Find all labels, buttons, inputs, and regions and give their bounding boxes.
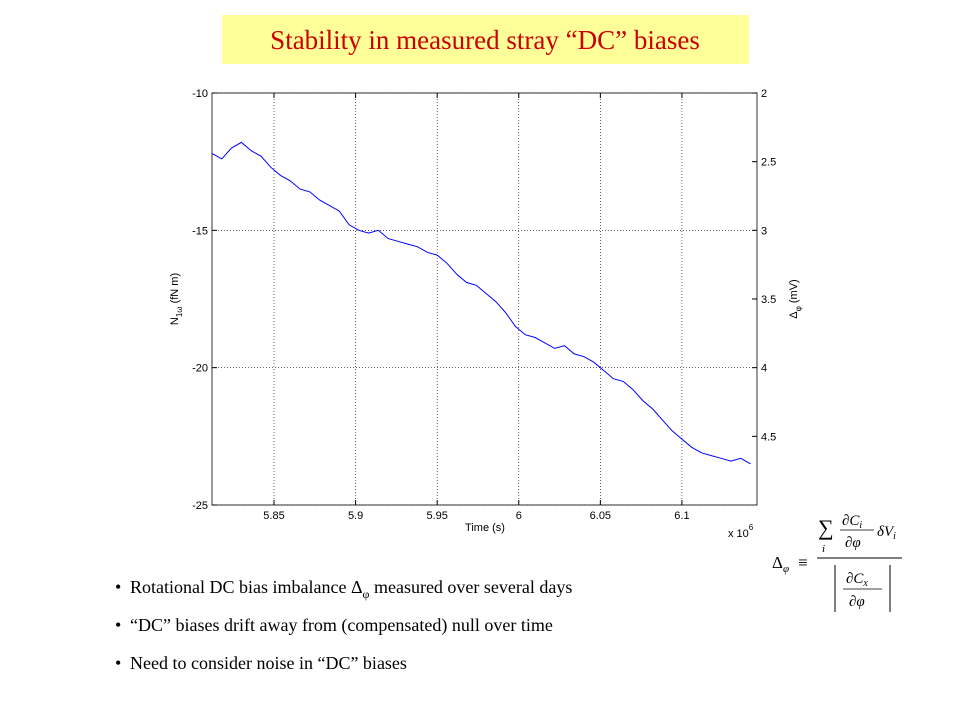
y-tick-label: -20 bbox=[192, 363, 208, 375]
y-label-main: N bbox=[169, 317, 181, 325]
x-tick-label: 5.9 bbox=[348, 510, 363, 522]
y2-tick-label: 4.5 bbox=[761, 431, 776, 443]
eq-part: Δ bbox=[772, 553, 783, 572]
eq-equiv: ≡ bbox=[798, 553, 808, 572]
y2-tick-label: 3 bbox=[761, 225, 767, 237]
y2-tick-label: 4 bbox=[761, 363, 767, 375]
y2-label-unit: (mV) bbox=[788, 279, 800, 306]
eq-part: ∂C bbox=[842, 513, 860, 529]
plot-area bbox=[211, 92, 758, 506]
y2-tick-label: 2.5 bbox=[761, 157, 776, 169]
bullets: • Rotational DC bias imbalance Δφ measur… bbox=[115, 577, 572, 673]
x-multiplier-exp: 6 bbox=[749, 523, 754, 532]
x-tick-label: 5.95 bbox=[426, 510, 447, 522]
bullet-sub: φ bbox=[363, 587, 370, 601]
y-tick-label: -15 bbox=[192, 225, 208, 237]
bullet-marker: • bbox=[115, 577, 121, 597]
grid bbox=[212, 92, 757, 506]
x-tick-label: 6 bbox=[516, 510, 522, 522]
bullet-part: Rotational DC bias imbalance Δ bbox=[130, 577, 363, 597]
bullet-text: Rotational DC bias imbalance Δφ measured… bbox=[130, 577, 572, 601]
bullet-marker: • bbox=[115, 615, 121, 635]
bullet-marker: • bbox=[115, 653, 121, 673]
y2-tick-label: 2 bbox=[761, 88, 767, 100]
y-tick-label: -25 bbox=[192, 500, 208, 512]
eq-part: φ bbox=[783, 563, 789, 575]
bullet-text: Need to consider noise in “DC” biases bbox=[130, 653, 407, 673]
equation: Δφ ≡ ∑ i ∂Ci ∂φ δVi ∂Cx ∂φ bbox=[772, 513, 902, 612]
eq-num-bottom: ∂φ bbox=[845, 535, 861, 551]
y2-axis-label: Δφ (mV) bbox=[788, 279, 803, 318]
y-label-sub: 1ω bbox=[175, 306, 184, 317]
eq-sum-sub: i bbox=[822, 543, 825, 555]
eq-dv: δVi bbox=[877, 524, 896, 542]
x-tick-label: 5.85 bbox=[263, 510, 284, 522]
title-box bbox=[222, 15, 749, 64]
x-multiplier: x 106 bbox=[728, 523, 754, 540]
eq-part: δV bbox=[877, 524, 895, 540]
eq-part: i bbox=[859, 520, 862, 531]
eq-num-top: ∂Ci bbox=[842, 513, 862, 531]
y2-tick-label: 3.5 bbox=[761, 294, 776, 306]
slide-title: Stability in measured stray “DC” biases bbox=[270, 25, 700, 55]
eq-part: ∂C bbox=[846, 571, 864, 587]
x-multiplier-base: x 10 bbox=[728, 528, 749, 540]
eq-lhs: Δφ bbox=[772, 553, 789, 575]
eq-den-bottom: ∂φ bbox=[849, 594, 865, 610]
eq-part: i bbox=[893, 531, 896, 542]
eq-den-top: ∂Cx bbox=[846, 571, 868, 589]
y-axis-label: N1ω (fN m) bbox=[169, 273, 184, 325]
x-tick-label: 6.1 bbox=[674, 510, 689, 522]
y-tick-label: -10 bbox=[192, 88, 208, 100]
x-tick-label: 6.05 bbox=[590, 510, 611, 522]
y2-label-main: Δ bbox=[788, 311, 800, 319]
eq-part: x bbox=[862, 578, 868, 589]
y-label-unit: (fN m) bbox=[169, 273, 181, 307]
bullet-part: measured over several days bbox=[369, 577, 572, 597]
x-axis-label: Time (s) bbox=[465, 522, 505, 534]
bullet-text: “DC” biases drift away from (compensated… bbox=[130, 615, 553, 636]
data-line bbox=[211, 141, 751, 465]
y2-label-sub: φ bbox=[794, 306, 803, 311]
eq-sum: ∑ bbox=[818, 515, 834, 540]
